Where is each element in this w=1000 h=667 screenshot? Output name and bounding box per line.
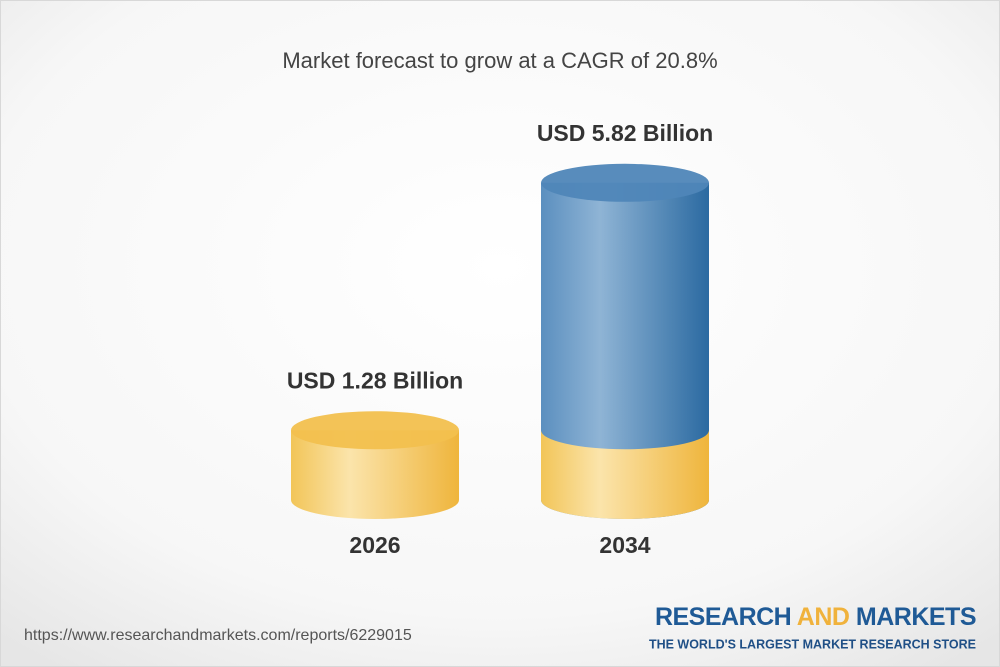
- logo-research: RESEARCH: [655, 603, 791, 631]
- category-label: 2034: [599, 532, 650, 558]
- logo-markets: MARKETS: [856, 603, 976, 631]
- baseline-segment: [541, 430, 709, 519]
- logo-tagline: THE WORLD'S LARGEST MARKET RESEARCH STOR…: [649, 637, 976, 651]
- cylinder-top: [541, 163, 709, 202]
- value-label: USD 5.82 Billion: [537, 120, 713, 146]
- logo-and: AND: [797, 603, 850, 631]
- cylinder-body: [291, 430, 459, 519]
- logo: RESEARCH AND MARKETS: [655, 603, 976, 631]
- chart-title: Market forecast to grow at a CAGR of 20.…: [282, 48, 717, 73]
- value-label: USD 1.28 Billion: [287, 367, 463, 393]
- cylinder-top: [291, 411, 459, 450]
- cylinder-body: [541, 182, 709, 519]
- source-url: https://www.researchandmarkets.com/repor…: [24, 627, 412, 644]
- category-label: 2026: [349, 532, 400, 558]
